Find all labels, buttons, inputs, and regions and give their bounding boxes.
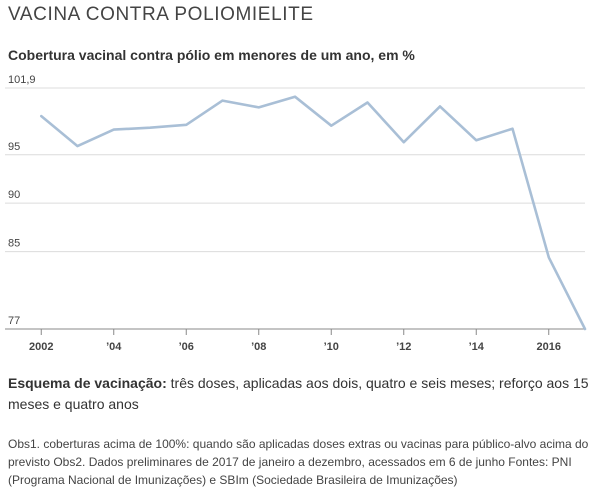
x-tick-label: ’04 <box>106 341 122 353</box>
x-tick-label: 2016 <box>537 341 561 353</box>
series-line <box>39 95 587 331</box>
y-tick-label: 90 <box>8 189 20 201</box>
line-chart: 101,9 95 90 85 77 2002 ’04 ’06 ’08 ’10 ’12 ’14 2016 <box>5 74 587 353</box>
page-title: VACINA CONTRA POLIOMIELITE <box>8 4 314 25</box>
chart-notes: Obs1. coberturas acima de 100%: quando s… <box>8 437 589 487</box>
x-tick-label: ’10 <box>324 341 339 353</box>
series-layer <box>39 95 587 331</box>
y-tick-label: 77 <box>8 315 20 327</box>
x-tick-label: ’08 <box>251 341 266 353</box>
x-tick-label: ’12 <box>396 341 411 353</box>
y-axis-ticks: 101,9 95 90 85 77 <box>8 74 36 327</box>
x-tick-label: ’06 <box>179 341 194 353</box>
x-tick-label: ’14 <box>469 341 485 353</box>
x-tick-label: 2002 <box>29 341 53 353</box>
vaccination-scheme-text: três doses, aplicadas aos dois, quatro e… <box>8 375 589 412</box>
y-tick-label: 95 <box>8 141 20 153</box>
x-axis-ticks: 2002 ’04 ’06 ’08 ’10 ’12 ’14 2016 <box>29 329 561 353</box>
y-tick-label: 85 <box>8 238 20 250</box>
chart-title: Cobertura vacinal contra pólio em menore… <box>8 47 415 63</box>
y-tick-label: 101,9 <box>8 74 36 86</box>
grid-lines <box>5 87 585 330</box>
vaccination-scheme: Esquema de vacinação: três doses, aplica… <box>8 373 604 415</box>
vaccination-scheme-label: Esquema de vacinação: <box>8 375 167 391</box>
